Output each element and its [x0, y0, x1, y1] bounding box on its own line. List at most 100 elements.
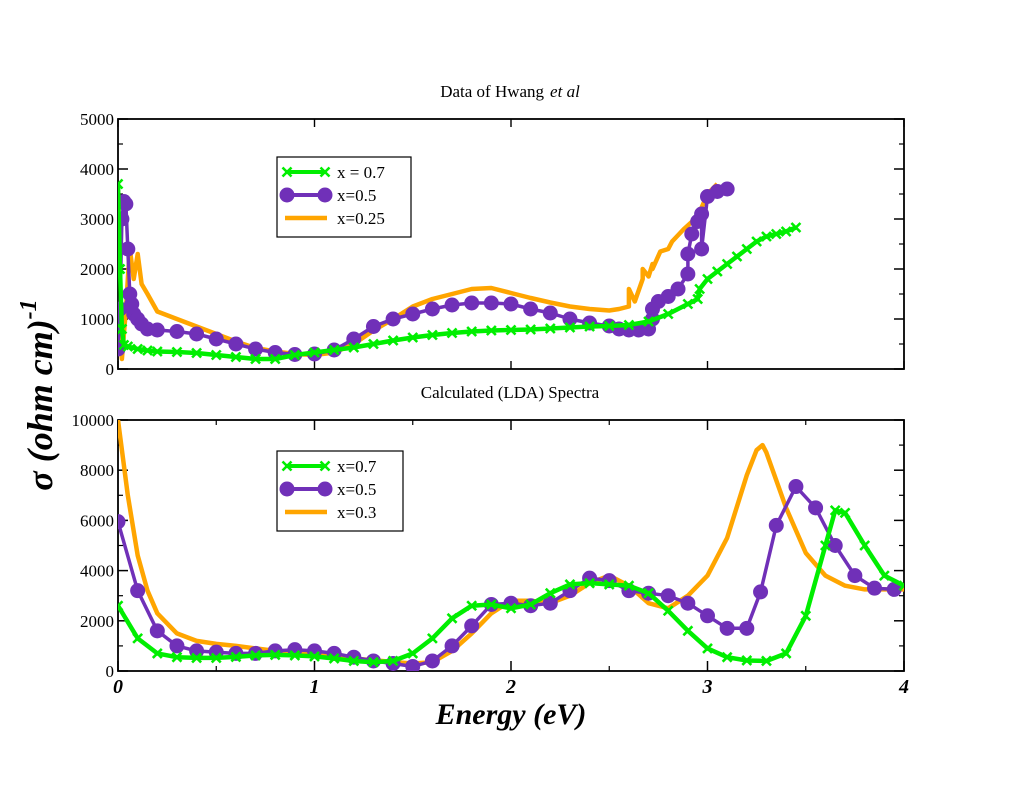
top-data-point	[405, 306, 421, 322]
top-data-point	[483, 295, 499, 311]
top-data-point	[309, 347, 320, 358]
bottom-data-point	[886, 581, 902, 597]
top-data-point	[761, 231, 772, 242]
top-data-point	[250, 353, 261, 365]
bottom-data-point	[544, 587, 556, 599]
top-data-point	[191, 347, 203, 359]
top-data-point	[684, 226, 700, 242]
top-data-point	[348, 342, 360, 353]
bottom-xtick-label: 1	[310, 676, 320, 698]
top-data-point	[424, 301, 440, 317]
bottom-ytick-label: 2000	[80, 612, 114, 631]
bottom-data-point	[387, 655, 399, 667]
top-data-point	[169, 324, 185, 339]
bottom-data-point	[424, 653, 440, 669]
bottom-x-axis: 0 1 2 3 4	[113, 420, 909, 698]
top-data-point	[790, 222, 802, 233]
top-ytick-label: 0	[106, 360, 115, 379]
top-data-point	[269, 353, 281, 365]
bottom-series-x-0-3	[118, 420, 904, 666]
bottom-series-line	[118, 420, 904, 666]
bottom-data-point	[289, 650, 301, 661]
bottom-data-point	[505, 602, 517, 614]
bottom-data-point	[149, 623, 165, 639]
top-data-point	[523, 301, 539, 317]
top-data-point	[719, 181, 735, 197]
top-series-group	[118, 178, 802, 365]
bottom-data-point	[819, 540, 831, 551]
top-data-point	[385, 311, 401, 327]
top-data-point	[426, 329, 438, 341]
top-data-point	[751, 236, 763, 247]
bottom-data-point	[839, 507, 851, 519]
bottom-data-point	[444, 638, 460, 654]
bottom-data-point	[191, 652, 203, 664]
top-ytick-label: 2000	[80, 260, 114, 279]
top-legend-marker	[279, 187, 295, 203]
top-data-point	[503, 296, 519, 312]
top-data-point	[711, 266, 723, 277]
bottom-data-point	[118, 600, 124, 612]
bottom-ytick-label: 0	[106, 662, 115, 681]
bottom-ytick-label: 6000	[80, 511, 114, 530]
bottom-data-point	[753, 584, 769, 600]
top-data-point	[731, 251, 743, 262]
top-data-point	[446, 327, 458, 339]
top-data-point	[365, 319, 381, 334]
bottom-legend-label: x=0.5	[337, 480, 376, 499]
top-data-point	[118, 178, 124, 190]
bottom-data-point	[780, 648, 792, 659]
top-legend-marker	[319, 166, 331, 178]
top-ytick-label: 5000	[80, 110, 114, 129]
top-data-point	[210, 349, 222, 361]
top-data-point	[387, 335, 399, 346]
top-data-point	[142, 345, 153, 356]
top-ytick-label: 3000	[80, 210, 114, 229]
bottom-data-point	[446, 612, 458, 624]
top-data-point	[702, 273, 713, 285]
bottom-data-point	[426, 632, 438, 644]
top-data-point	[464, 295, 480, 311]
bottom-data-point	[859, 540, 871, 551]
top-panel: Data of Hwang et al 0 1000 2000 3000 4000 5000…	[80, 82, 905, 379]
top-data-point	[346, 331, 362, 347]
bottom-data-point	[269, 649, 281, 661]
top-data-point	[368, 338, 379, 350]
bottom-ytick-label: 8000	[80, 461, 114, 480]
bottom-data-point	[230, 651, 242, 663]
x-axis-title: Energy (eV)	[435, 698, 587, 731]
top-data-point	[485, 325, 497, 336]
bottom-data-point	[564, 578, 576, 590]
bottom-data-point	[485, 599, 497, 610]
bottom-data-point	[847, 568, 863, 584]
top-data-point	[670, 281, 686, 297]
bottom-data-point	[130, 583, 146, 599]
bottom-data-point	[464, 618, 480, 634]
top-data-point	[544, 323, 556, 334]
bottom-data-point	[368, 656, 379, 668]
bottom-data-point	[405, 658, 421, 671]
top-legend: x = 0.7 x=0.5 x=0.25	[276, 156, 412, 238]
top-data-point	[694, 241, 710, 257]
bottom-legend-label: x=0.7	[337, 457, 377, 476]
top-data-point	[680, 246, 696, 262]
y-axis-title-text: σ (ohm cm)-1	[16, 299, 60, 490]
top-data-point	[692, 293, 704, 305]
bottom-data-point	[662, 605, 674, 617]
bottom-data-point	[407, 648, 419, 659]
bottom-legend-marker	[317, 481, 333, 497]
bottom-data-point	[788, 479, 804, 495]
top-y-axis: 0 1000 2000 3000 4000 5000	[80, 110, 905, 379]
top-legend-label: x=0.25	[337, 209, 385, 228]
bottom-data-point	[132, 632, 144, 644]
bottom-data-point	[739, 620, 755, 636]
top-data-point	[662, 308, 674, 320]
bottom-data-point	[700, 608, 715, 624]
bottom-series-line	[118, 508, 904, 665]
top-data-point	[120, 241, 136, 257]
bottom-ytick-label: 10000	[72, 411, 115, 430]
top-data-point	[584, 321, 596, 332]
top-data-point	[694, 283, 706, 295]
bottom-xtick-label: 2	[505, 676, 516, 698]
